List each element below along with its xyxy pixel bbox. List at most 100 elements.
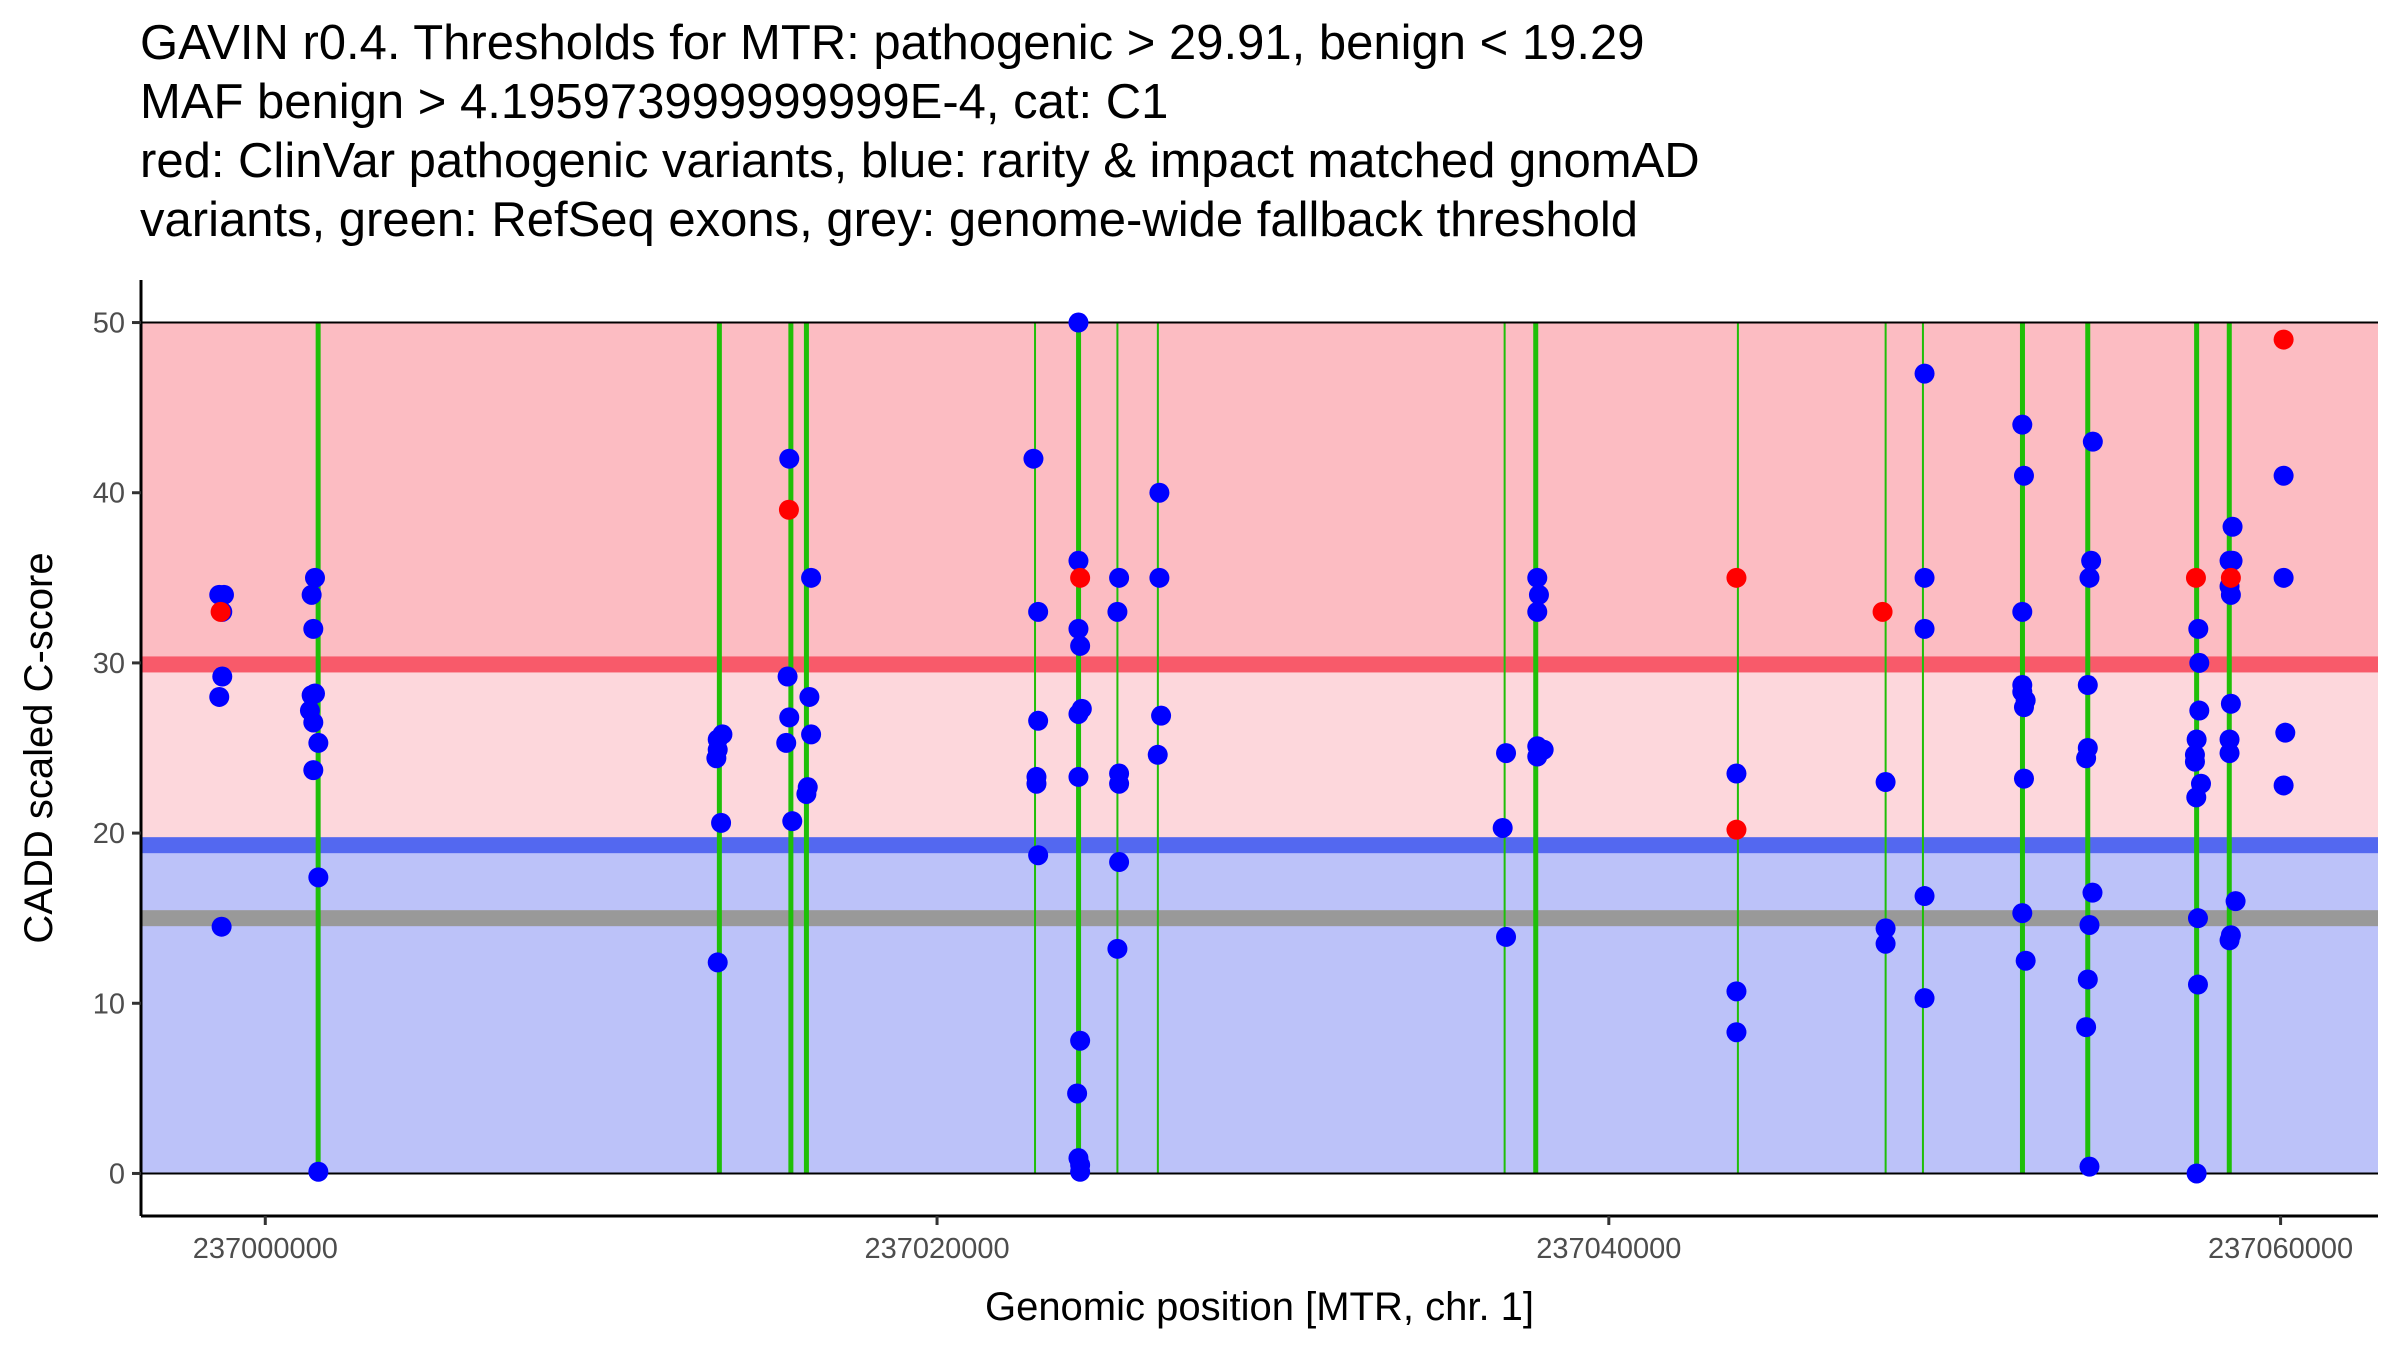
gnomad-point (212, 666, 233, 687)
gnomad-point (776, 732, 797, 753)
gnomad-point (1070, 635, 1091, 656)
gnomad-point (1149, 567, 1170, 588)
gnomad-point (211, 916, 232, 937)
gnomad-point (2187, 974, 2208, 995)
threshold-bands (141, 322, 2378, 1174)
x-axis-title: Genomic position [MTR, chr. 1] (985, 1285, 1534, 1329)
axes: 0 10 20 30 40 50 237000000 237020000 237040000 23… (93, 280, 2378, 1265)
gnomad-point (2186, 787, 2207, 808)
gnomad-point (711, 812, 732, 833)
gnomad-point (801, 724, 822, 745)
y-tick-label: 20 (93, 818, 125, 850)
gnomad-point (1528, 584, 1549, 605)
gnomad-point (303, 618, 324, 639)
x-tick-label: 237060000 (2208, 1233, 2353, 1265)
gnomad-point (303, 712, 324, 733)
gnomad-point (1914, 363, 1935, 384)
gnomad-point (2013, 768, 2034, 789)
gnomad-point (2186, 729, 2207, 750)
clinvar-point (2220, 567, 2241, 588)
gnomad-point (707, 952, 728, 973)
y-tick-label: 10 (93, 988, 125, 1020)
gnomad-point (1914, 886, 1935, 907)
gnomad-point (779, 448, 800, 469)
gnomad-point (308, 867, 329, 888)
gnomad-point (801, 567, 822, 588)
gnomad-point (1109, 567, 1130, 588)
gnomad-point (1068, 618, 1089, 639)
threshold-lines (141, 656, 2378, 927)
title-line-2: MAF benign > 4.195973999999999E-4, cat: … (140, 75, 1169, 129)
gnomad-point (2077, 969, 2098, 990)
gnomad-point (1914, 567, 1935, 588)
clinvar-point (2273, 329, 2294, 350)
x-tick-label: 237000000 (193, 1233, 338, 1265)
gnomad-point (2079, 1156, 2100, 1177)
gnomad-point (1914, 618, 1935, 639)
gnomad-point (796, 783, 817, 804)
genome-wide-fallback-threshold (141, 910, 2378, 927)
gnomad-point (2013, 465, 2034, 486)
title-line-3: red: ClinVar pathogenic variants, blue: … (140, 134, 1700, 188)
clinvar-point (2185, 567, 2206, 588)
gnomad-point (303, 760, 324, 781)
clinvar-point (1726, 567, 1747, 588)
gnomad-point (2219, 550, 2240, 571)
gnomad-point (1107, 601, 1128, 622)
y-tick-label: 30 (93, 648, 125, 680)
clinvar-point (778, 499, 799, 520)
clinvar-point (1070, 567, 1091, 588)
gnomad-point (304, 567, 325, 588)
gnomad-point (1068, 766, 1089, 787)
gnomad-point (2188, 618, 2209, 639)
gnomad-point (1527, 746, 1548, 767)
gnomad-point (1068, 550, 1089, 571)
gnomad-point (2076, 1017, 2097, 1038)
gnomad-point (2273, 775, 2294, 796)
gnomad-point (2013, 697, 2034, 718)
gnomad-point (1527, 567, 1548, 588)
title-line-1: GAVIN r0.4. Thresholds for MTR: pathogen… (140, 16, 1645, 70)
x-tick-label: 237040000 (1536, 1233, 1681, 1265)
plot-borders (141, 321, 2378, 1175)
gnomad-point (2081, 550, 2102, 571)
gnomad-point (779, 707, 800, 728)
gnomad-point (2187, 908, 2208, 929)
gnomad-point (1068, 703, 1089, 724)
gnomad-point (2220, 584, 2241, 605)
gnomad-point (2077, 675, 2098, 696)
gnomad-point (1875, 933, 1896, 954)
gnomad-point (777, 666, 798, 687)
gnomad-point (301, 685, 322, 706)
gnomad-point (2082, 882, 2103, 903)
gnomad-point (301, 584, 322, 605)
gnomad-point (1496, 926, 1517, 947)
gnomad-point (2079, 567, 2100, 588)
gnomad-point (2189, 700, 2210, 721)
gnomad-point (1068, 312, 1089, 333)
gnomad-point (1023, 448, 1044, 469)
gnomad-point (2219, 930, 2240, 951)
gnomad-point (1496, 743, 1517, 764)
benign-threshold (141, 837, 2378, 854)
chart-title: GAVIN r0.4. Thresholds for MTR: pathogen… (140, 14, 1700, 250)
gnomad-point (1109, 852, 1130, 873)
gnomad-point (2222, 516, 2243, 537)
gnomad-point (2220, 693, 2241, 714)
title-line-4: variants, green: RefSeq exons, grey: gen… (140, 193, 1639, 247)
gnomad-point (2189, 652, 2210, 673)
gnomad-point (2275, 722, 2296, 743)
gnomad-point (1107, 938, 1128, 959)
gnomad-point (2273, 567, 2294, 588)
gnomad-point (209, 686, 230, 707)
gnomad-point (2225, 891, 2246, 912)
gnomad-point (1028, 710, 1049, 731)
gnomad-point (1151, 705, 1172, 726)
gnomad-point (2273, 465, 2294, 486)
gnomad-point (1726, 981, 1747, 1002)
gnomad-point (2079, 914, 2100, 935)
data-points (209, 312, 2296, 1184)
gnomad-point (2012, 414, 2033, 435)
y-axis-title: CADD scaled C-score (17, 552, 61, 943)
